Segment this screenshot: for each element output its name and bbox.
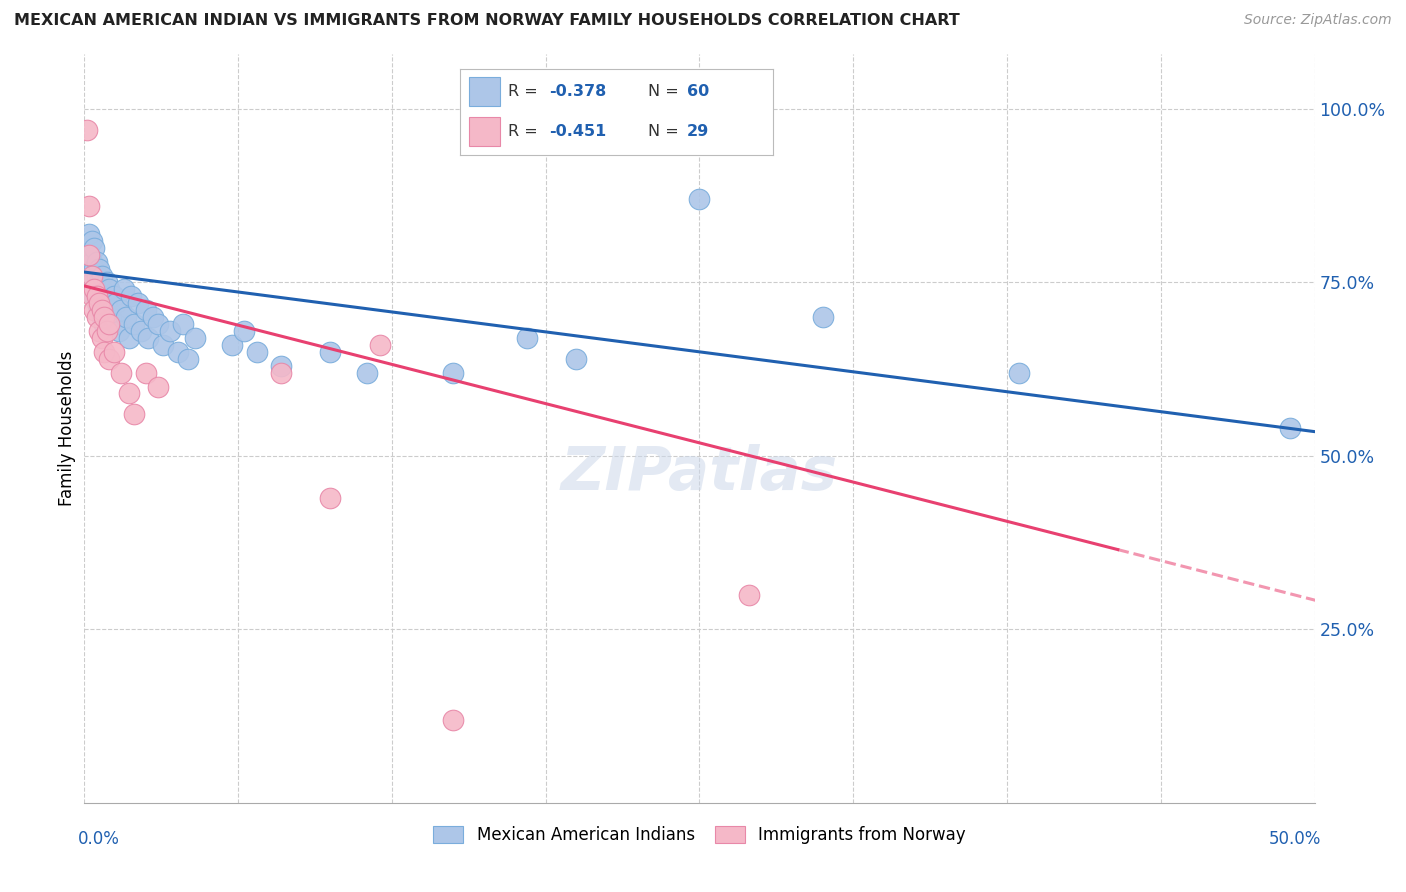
Text: 50.0%: 50.0%: [1268, 830, 1320, 848]
Point: [80, 234, 103, 248]
Point: [86, 296, 108, 310]
Point: [79, 199, 101, 213]
Legend: Mexican American Indians, Immigrants from Norway: Mexican American Indians, Immigrants fro…: [426, 819, 973, 851]
Point: [105, 317, 128, 331]
Point: [108, 324, 131, 338]
Point: [270, 366, 292, 380]
Point: [142, 310, 165, 325]
Point: [80, 289, 103, 303]
Point: [319, 491, 342, 505]
Point: [79, 248, 101, 262]
Point: [118, 386, 141, 401]
Point: [738, 588, 761, 602]
Point: [90, 310, 112, 325]
Point: [1008, 366, 1031, 380]
Point: [87, 261, 111, 276]
Point: [135, 303, 157, 318]
Point: [166, 344, 188, 359]
Point: [86, 289, 108, 303]
Point: [118, 331, 141, 345]
Point: [96, 276, 118, 290]
Point: [148, 379, 170, 393]
Text: MEXICAN AMERICAN INDIAN VS IMMIGRANTS FROM NORWAY FAMILY HOUSEHOLDS CORRELATION : MEXICAN AMERICAN INDIAN VS IMMIGRANTS FR…: [14, 13, 960, 29]
Point: [443, 713, 465, 727]
Point: [83, 241, 105, 255]
Point: [356, 366, 378, 380]
Point: [76, 123, 98, 137]
Point: [122, 317, 145, 331]
Point: [90, 268, 112, 283]
Text: Source: ZipAtlas.com: Source: ZipAtlas.com: [1244, 13, 1392, 28]
Point: [83, 289, 105, 303]
Point: [135, 366, 157, 380]
Point: [90, 331, 112, 345]
Point: [152, 338, 174, 352]
Point: [83, 303, 105, 318]
Point: [87, 303, 111, 318]
Point: [172, 317, 194, 331]
Point: [811, 310, 834, 325]
Point: [96, 324, 118, 338]
Point: [221, 338, 243, 352]
Point: [110, 303, 132, 318]
Point: [93, 317, 115, 331]
Point: [87, 276, 111, 290]
Point: [86, 268, 108, 283]
Point: [177, 351, 200, 366]
Point: [110, 366, 132, 380]
Point: [565, 351, 588, 366]
Point: [90, 282, 112, 296]
Point: [76, 268, 98, 283]
Point: [83, 282, 105, 296]
Point: [184, 331, 207, 345]
Point: [122, 407, 145, 421]
Point: [246, 344, 269, 359]
Point: [100, 310, 122, 325]
Point: [86, 310, 108, 325]
Point: [159, 324, 181, 338]
Y-axis label: Family Households: Family Households: [58, 351, 76, 506]
Text: ZIPatlas: ZIPatlas: [561, 443, 838, 502]
Point: [79, 248, 101, 262]
Point: [93, 344, 115, 359]
Point: [1279, 421, 1302, 435]
Point: [98, 282, 120, 296]
Point: [93, 310, 115, 325]
Point: [689, 192, 711, 206]
Point: [103, 289, 125, 303]
Point: [233, 324, 256, 338]
Point: [128, 296, 150, 310]
Point: [368, 338, 391, 352]
Point: [86, 254, 108, 268]
Point: [115, 310, 138, 325]
Point: [105, 296, 128, 310]
Point: [112, 282, 135, 296]
Point: [98, 317, 120, 331]
Point: [148, 317, 170, 331]
Point: [80, 254, 103, 268]
Point: [98, 303, 120, 318]
Point: [98, 351, 120, 366]
Point: [270, 359, 292, 373]
Point: [90, 303, 112, 318]
Point: [516, 331, 538, 345]
Point: [87, 296, 111, 310]
Text: 0.0%: 0.0%: [79, 830, 120, 848]
Point: [79, 227, 101, 241]
Point: [138, 331, 160, 345]
Point: [93, 289, 115, 303]
Point: [80, 276, 103, 290]
Point: [80, 268, 103, 283]
Point: [319, 344, 342, 359]
Point: [129, 324, 152, 338]
Point: [96, 296, 118, 310]
Point: [83, 261, 105, 276]
Point: [120, 289, 142, 303]
Point: [87, 324, 111, 338]
Point: [443, 366, 465, 380]
Point: [103, 344, 125, 359]
